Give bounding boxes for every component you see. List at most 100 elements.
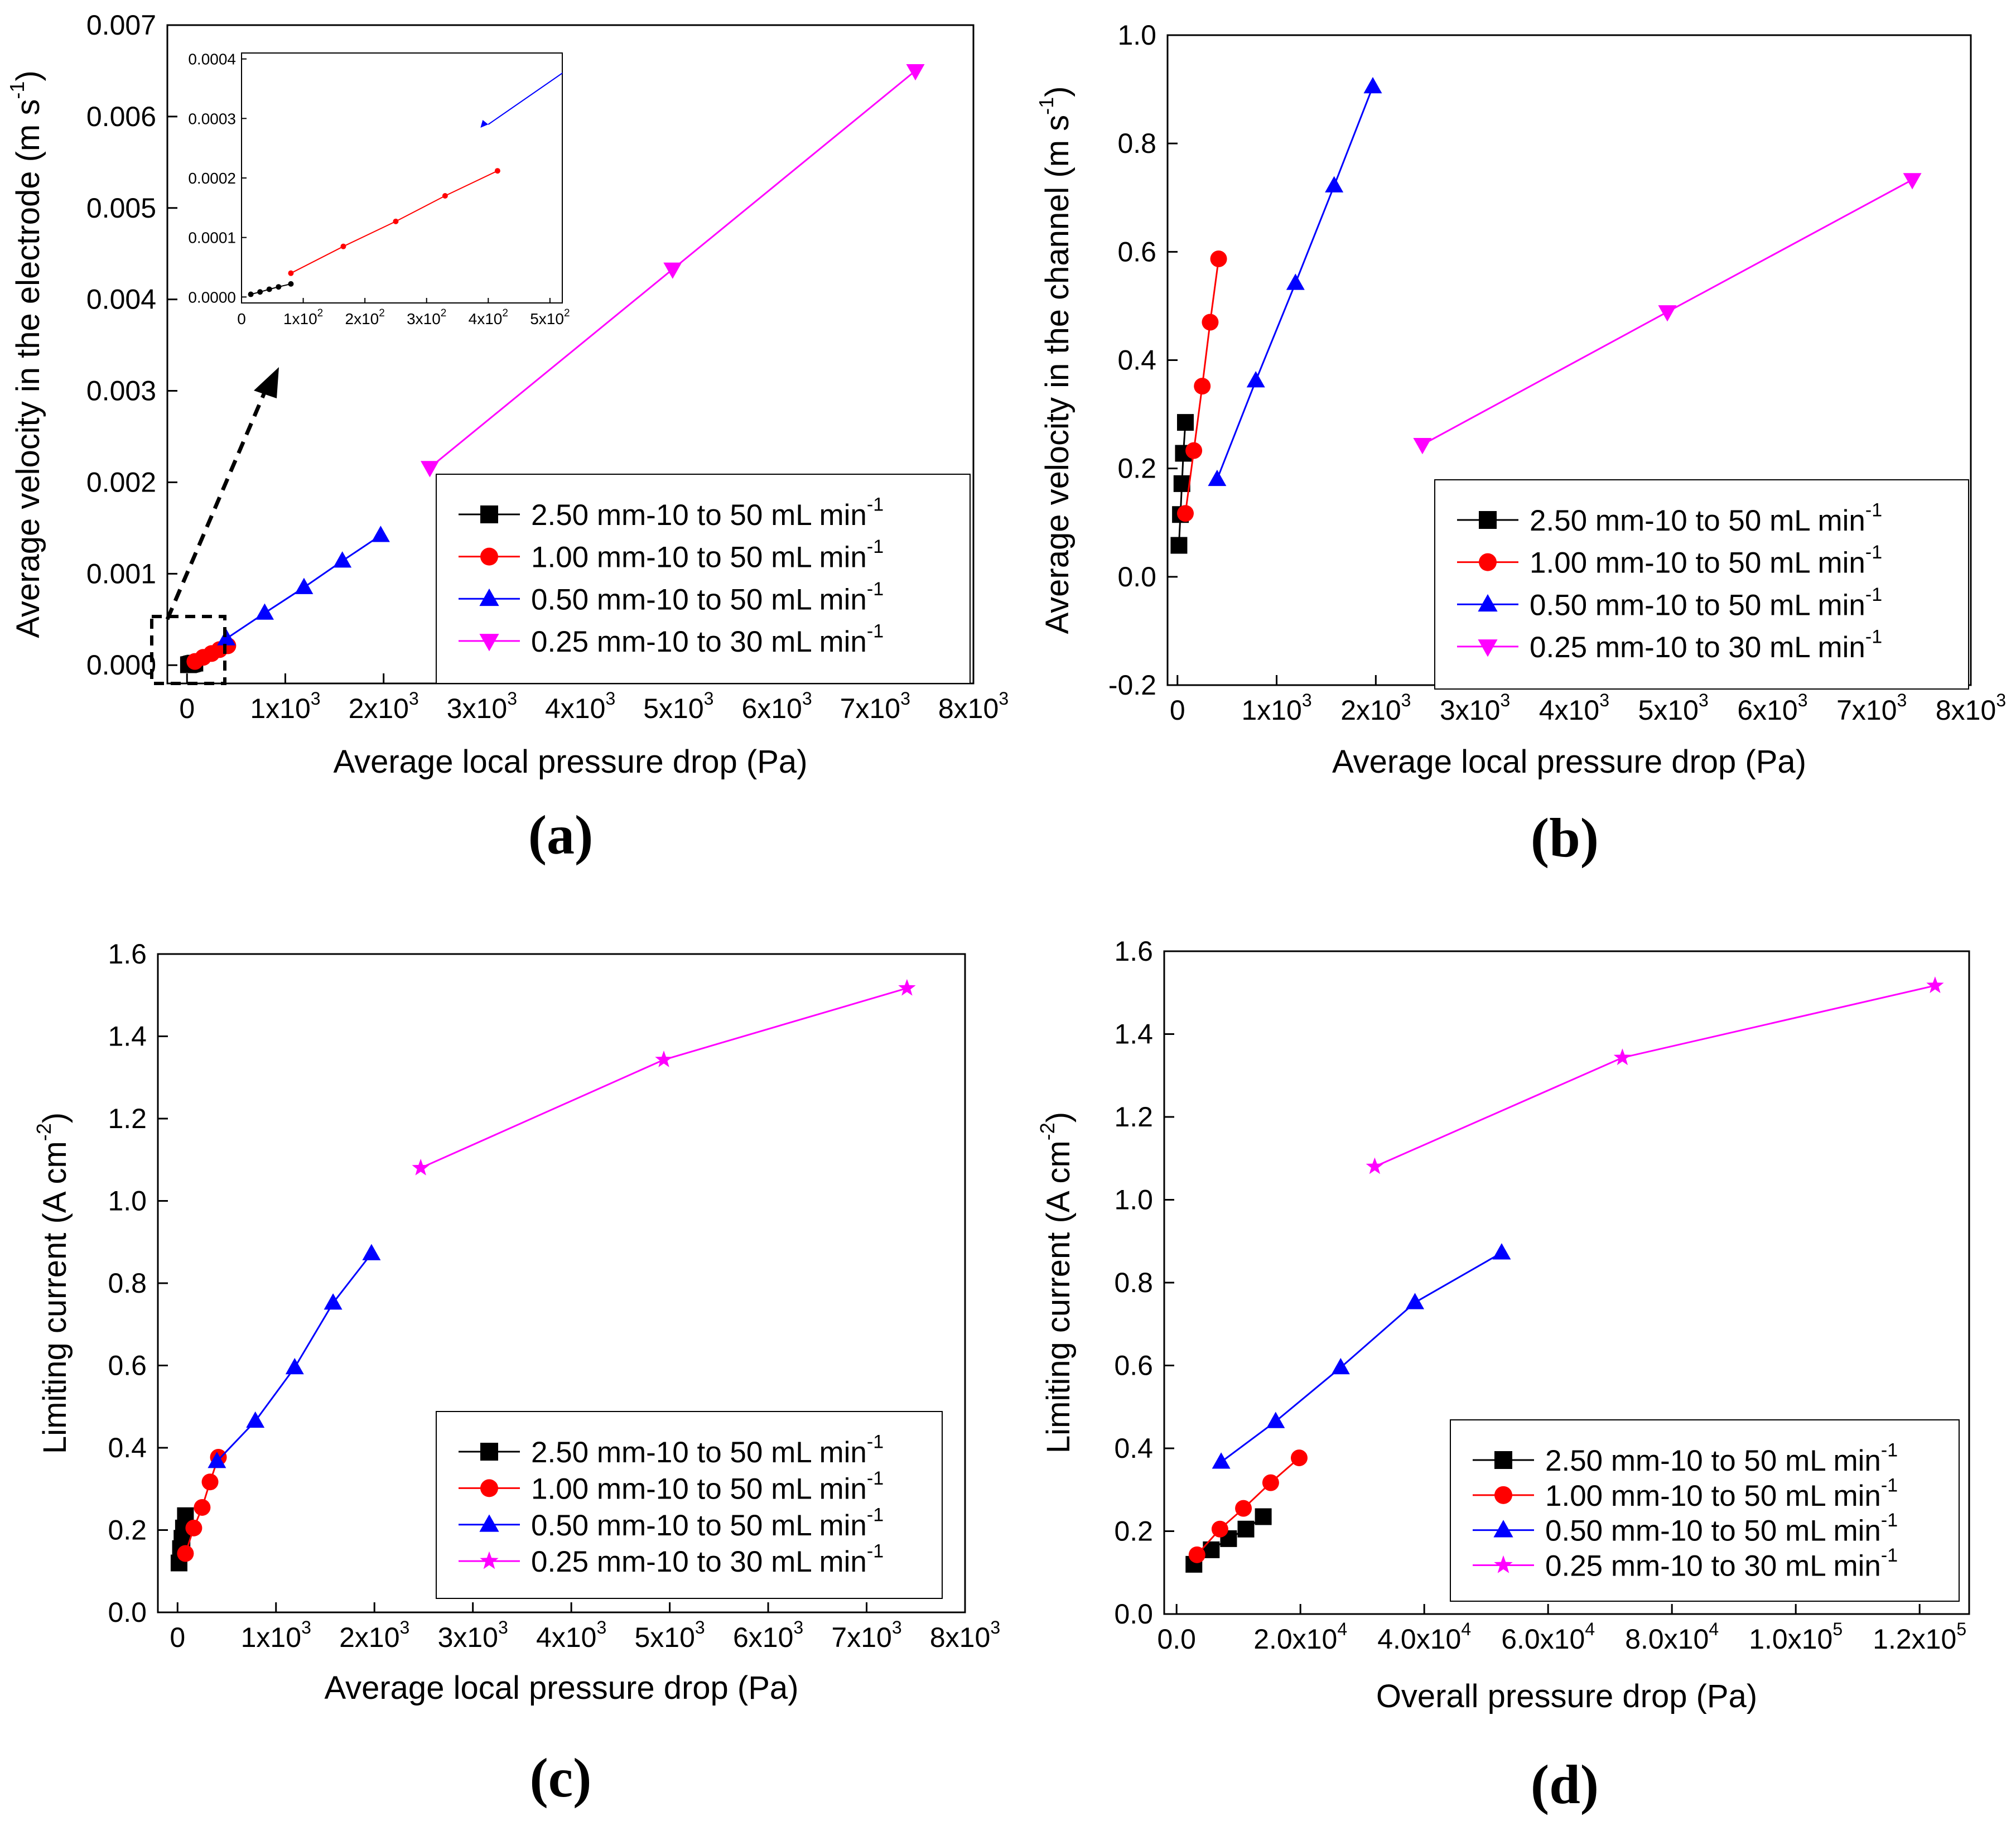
inset-x-tick-label: 1x102 <box>283 307 323 327</box>
y-tick-label: -0.2 <box>1108 669 1156 701</box>
inset-data-point <box>340 243 346 249</box>
legend-marker <box>480 505 498 523</box>
series-line-3 <box>420 987 908 1169</box>
legend-label: 1.00 mm-10 to 50 mL min-1 <box>1545 1475 1898 1512</box>
legend: 2.50 mm-10 to 50 mL min-1 1.00 mm-10 to 5… <box>436 474 971 684</box>
inset-x-tick-label: 5x102 <box>530 307 570 327</box>
data-point <box>663 262 682 279</box>
x-axis-title: Average local pressure drop (Pa) <box>333 744 807 780</box>
data-point <box>1188 1546 1205 1563</box>
panel-label: (b) <box>1531 807 1599 869</box>
y-tick-label: 0.006 <box>86 101 156 132</box>
data-point <box>371 526 390 542</box>
inset-y-tick-label: 0.0003 <box>188 110 236 127</box>
series-line-3 <box>1374 985 1936 1168</box>
x-tick-label: 1.2x105 <box>1873 1619 1966 1655</box>
data-point <box>177 1545 194 1562</box>
x-axis-title: Average local pressure drop (Pa) <box>1332 744 1806 780</box>
legend-label: 0.25 mm-10 to 30 mL min-1 <box>1545 1545 1898 1583</box>
x-tick-label: 4.0x104 <box>1377 1619 1471 1655</box>
x-tick-label: 2.0x104 <box>1253 1619 1347 1655</box>
y-axis-title-text: Average velocity in the electrode <box>10 171 46 638</box>
y-axis-title-text: Limiting current <box>1040 1232 1077 1453</box>
inset-plot-area <box>248 72 562 297</box>
data-point <box>1286 273 1305 290</box>
x-tick-label: 0 <box>1170 695 1185 726</box>
legend-box <box>1450 1419 1960 1602</box>
inset-x-tick-label: 4x102 <box>469 307 508 327</box>
data-point <box>1290 1449 1308 1467</box>
y-tick-label: 0.6 <box>108 1350 147 1381</box>
y-tick-label: 1.6 <box>1114 936 1153 967</box>
x-tick-label: 0 <box>179 693 195 724</box>
y-tick-label: 0.6 <box>1117 236 1156 267</box>
chart-panel-c: 0 1x103 2x103 3x103 4x103 5x103 6x103 7x103 8x10… <box>32 938 1000 1809</box>
data-point <box>1173 475 1190 492</box>
data-point <box>255 603 274 620</box>
y-tick-label: 0.0 <box>108 1597 147 1628</box>
inset-x-tick-label: 0 <box>237 310 246 327</box>
inset-data-point <box>266 286 272 292</box>
legend-marker <box>1493 1520 1513 1538</box>
data-point <box>324 1293 343 1310</box>
data-point <box>1413 437 1432 455</box>
y-tick-label: 0.4 <box>1117 345 1156 376</box>
data-point <box>1235 1500 1252 1517</box>
x-tick-label: 2x103 <box>339 1617 409 1653</box>
x-tick-label: 3x103 <box>438 1617 508 1653</box>
chart-panel-d: 0.0 2.0x104 4.0x104 6.0x104 8.0x104 1.0x105 1.… <box>1036 936 1970 1815</box>
legend-marker <box>1494 1451 1512 1469</box>
legend-label: 1.00 mm-10 to 50 mL min-1 <box>1530 542 1882 580</box>
x-tick-label: 5x103 <box>643 688 713 724</box>
legend-box <box>436 1411 943 1599</box>
data-point <box>217 629 236 645</box>
y-tick-label: 0.004 <box>86 284 156 315</box>
zoom-region-box <box>150 615 226 685</box>
data-point <box>1492 1243 1511 1260</box>
data-point <box>1366 1157 1384 1174</box>
y-tick-label: 1.4 <box>108 1021 147 1052</box>
x-tick-label: 4x103 <box>536 1617 606 1653</box>
inset-y-tick-label: 0.0001 <box>188 229 236 247</box>
y-axis-title: Average velocity in the channel (m s-1) <box>1035 86 1075 634</box>
data-point <box>246 1411 265 1428</box>
y-axis-title: Limiting current (A cm-2) <box>1036 1112 1077 1453</box>
data-point <box>285 1357 304 1375</box>
series-line-2 <box>216 1253 373 1462</box>
y-tick-label: 0.2 <box>1114 1516 1153 1547</box>
legend-marker <box>480 1479 498 1497</box>
legend-label: 0.50 mm-10 to 50 mL min-1 <box>1545 1510 1898 1548</box>
data-point <box>906 64 925 81</box>
x-tick-label: 8x103 <box>1936 690 2006 726</box>
y-tick-label: 0.6 <box>1114 1350 1153 1381</box>
y-tick-label: 1.0 <box>108 1186 147 1217</box>
y-tick-label: 1.6 <box>108 938 147 970</box>
inset-data-point <box>276 284 282 290</box>
y-axis-title-text: Average velocity in the channel <box>1039 187 1075 634</box>
y-tick-label: 0.4 <box>108 1432 147 1463</box>
y-axis-title-text: Limiting current <box>37 1233 73 1454</box>
y-tick-label: 1.0 <box>1114 1184 1153 1216</box>
y-axis-unit: (m s-1) <box>6 70 46 171</box>
legend-marker <box>480 1443 498 1461</box>
inset-data-point <box>288 281 294 287</box>
x-tick-label: 1x103 <box>1241 690 1311 726</box>
y-tick-label: 1.0 <box>1117 20 1156 51</box>
x-tick-label: 0 <box>170 1622 185 1653</box>
legend-marker <box>480 1551 499 1569</box>
x-tick-label: 3x103 <box>447 688 517 724</box>
data-point <box>1194 378 1211 395</box>
y-tick-label: 0.0 <box>1117 561 1156 592</box>
data-point <box>1211 1520 1228 1538</box>
y-axis-unit: (A cm-2) <box>32 1112 73 1233</box>
x-tick-label: 6x103 <box>741 688 812 724</box>
x-tick-label: 2x103 <box>1340 690 1411 726</box>
data-point <box>362 1244 381 1260</box>
x-axis-title: Average local pressure drop (Pa) <box>324 1670 798 1706</box>
data-point <box>655 1051 673 1067</box>
inset-data-point <box>248 291 254 297</box>
data-point <box>1262 1474 1279 1491</box>
x-tick-label: 8x103 <box>938 688 1009 724</box>
x-tick-label: 7x103 <box>831 1617 901 1653</box>
x-tick-label: 1.0x105 <box>1749 1619 1843 1655</box>
